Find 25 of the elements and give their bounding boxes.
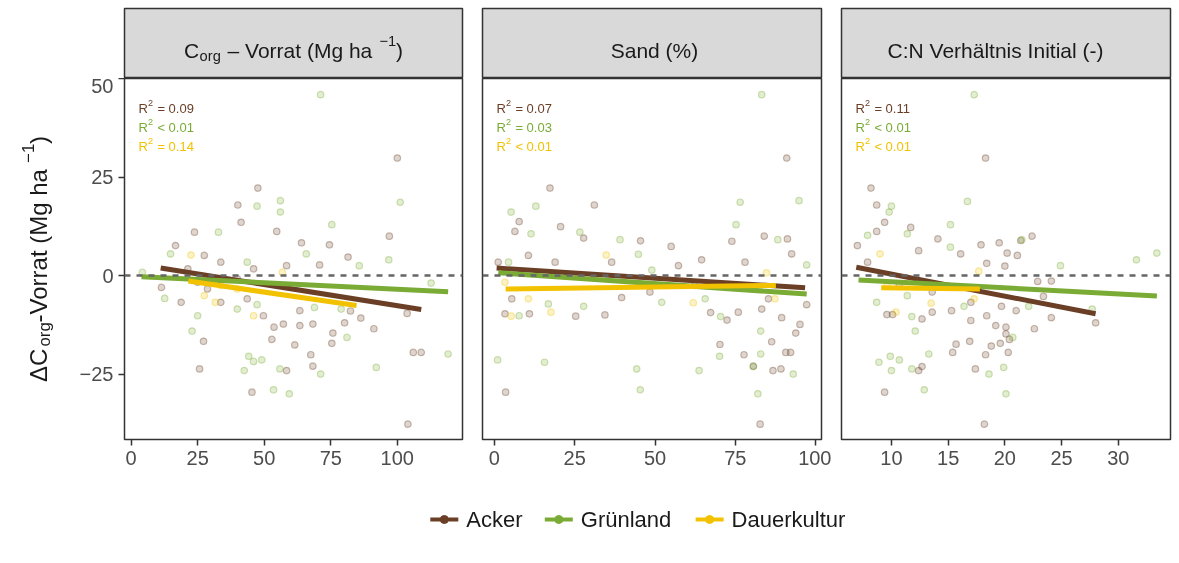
x-tick-label: 25 <box>186 446 209 469</box>
legend-label: Grünland <box>580 507 672 532</box>
x-tick-label: 25 <box>563 446 586 469</box>
x-tick-label: 30 <box>1107 446 1130 469</box>
x-tick-label: 50 <box>253 446 276 469</box>
chart-title: Sand (%) <box>610 39 699 62</box>
y-tick-label: 0 <box>102 264 114 287</box>
x-tick-label: 20 <box>993 446 1016 469</box>
y-tick-label: −25 <box>79 363 114 386</box>
x-tick-label: 10 <box>880 446 903 469</box>
legend-label: Dauerkultur <box>731 507 846 532</box>
x-tick-label: 100 <box>380 446 414 469</box>
x-tick-label: 100 <box>798 446 832 469</box>
x-tick-label: 15 <box>937 446 960 469</box>
x-tick-label: 50 <box>643 446 667 469</box>
y-tick-label: 25 <box>91 166 114 189</box>
x-tick-label: 0 <box>125 446 137 469</box>
x-tick-label: 25 <box>1050 446 1073 469</box>
x-tick-label: 0 <box>488 446 500 469</box>
x-tick-label: 75 <box>724 446 747 469</box>
y-tick-label: 50 <box>91 74 114 97</box>
x-tick-label: 75 <box>319 446 342 469</box>
y-axis-title: ΔCorg-Vorrat (Mg ha−1) <box>18 135 54 383</box>
legend-label: Acker <box>466 507 523 532</box>
chart-title: C:N Verhältnis Initial (-) <box>887 39 1104 62</box>
